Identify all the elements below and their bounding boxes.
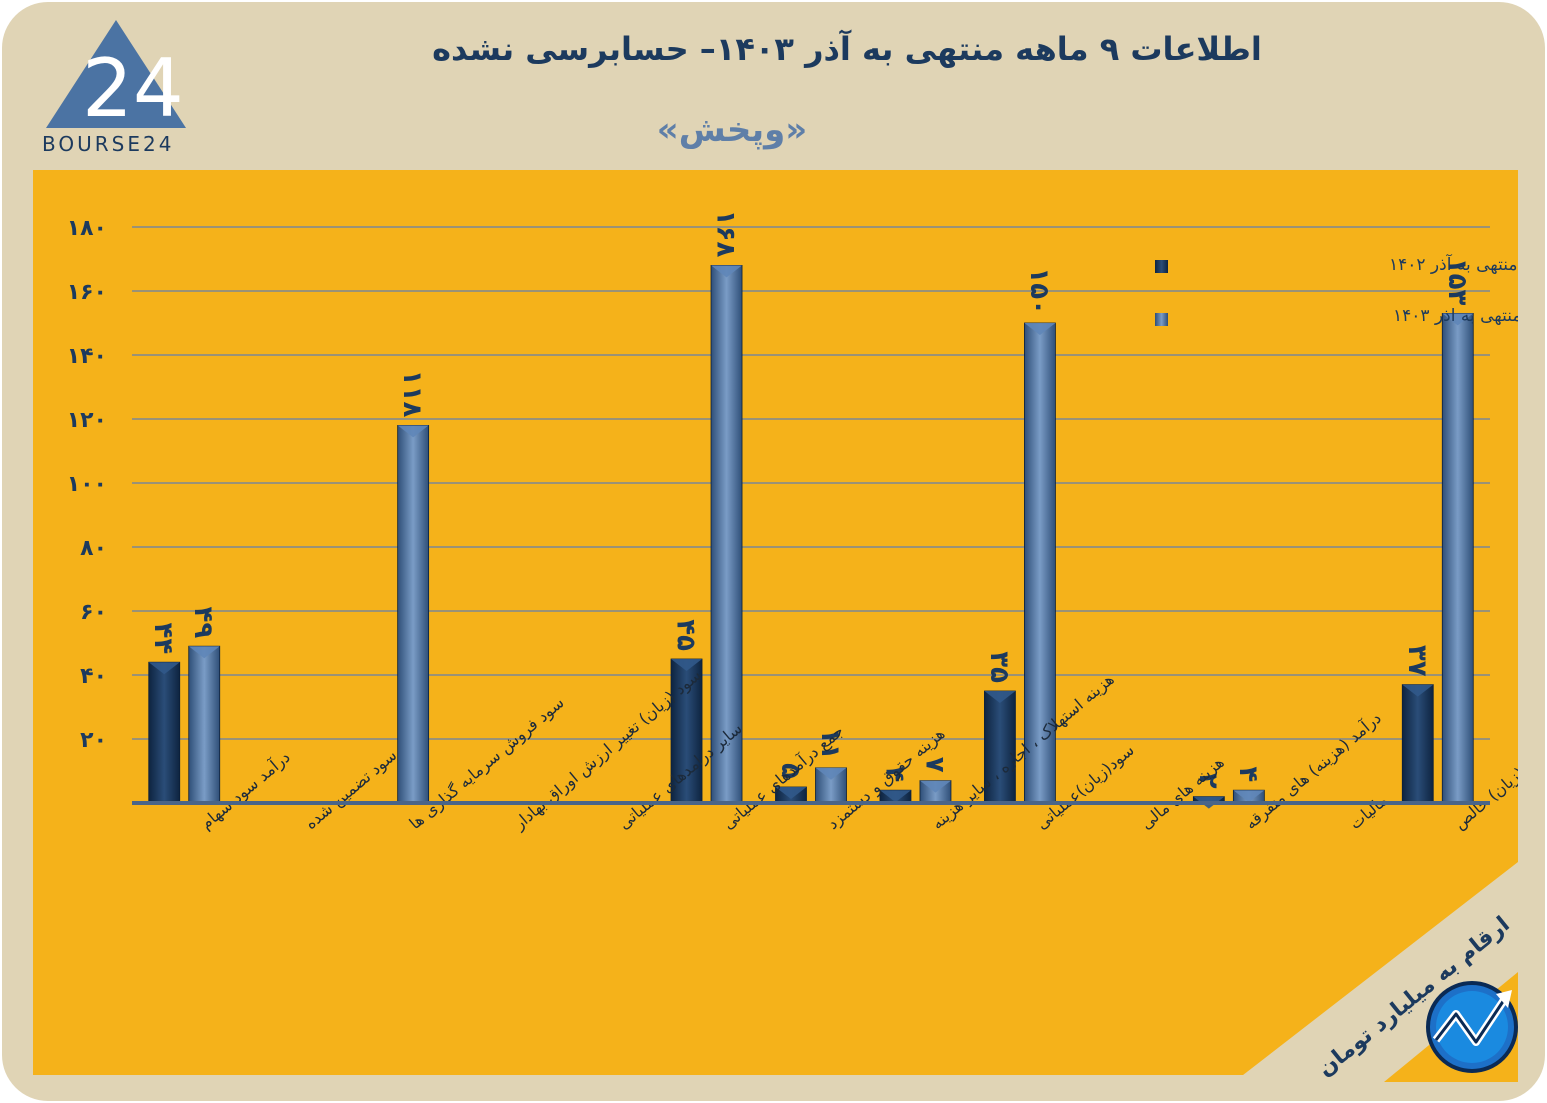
bar-cap xyxy=(919,780,951,793)
y-tick-label: ۴۰ xyxy=(80,664,107,689)
page-title: اطلاعات ۹ ماهه منتهی به آذر ۱۴۰۳– حسابرس… xyxy=(432,30,1262,68)
x-axis-labels: درآمد سود سهام سود تضمین شده سود فروش سرما… xyxy=(197,665,1518,834)
bar-1403 xyxy=(397,424,430,804)
chart-panel: ۲۰ ۴۰ ۶۰ ۸۰ ۱۰۰ ۱۲۰ ۱۴۰ ۱۶۰ ۱۸۰ ۴۴ ۴۹ ۱۱۸ ۴۵ ۱۶۸ ۵ ۱۱ ۴… xyxy=(33,170,1518,1075)
y-tick-label: ۶۰ xyxy=(80,600,107,625)
x-tick-label: هزینه استهلاک ، اجاره ، سایر هزینه xyxy=(928,669,1119,833)
x-tick-label: هزینه های مالی xyxy=(1137,752,1229,833)
logo-text: BOURSE24 xyxy=(42,132,175,156)
bar-cap xyxy=(148,662,180,675)
data-label: ۷ xyxy=(919,757,949,773)
bar-cap xyxy=(1442,313,1474,326)
data-label: ۳۷ xyxy=(1402,645,1432,677)
legend-label-1402: عملکرد منتهی به آذر ۱۴۰۲ xyxy=(1389,253,1518,275)
legend-swatch-1402 xyxy=(1155,260,1168,273)
y-tick-label: ۲۰ xyxy=(80,728,107,753)
y-axis-ticks: ۲۰ ۴۰ ۶۰ ۸۰ ۱۰۰ ۱۲۰ ۱۴۰ ۱۶۰ ۱۸۰ xyxy=(67,216,107,753)
y-tick-label: ۱۸۰ xyxy=(67,216,107,241)
x-tick-label: مالیات xyxy=(1346,791,1391,833)
legend: عملکرد منتهی به آذر ۱۴۰۲ عملکرد منتهی به… xyxy=(1155,253,1518,326)
bar-cap xyxy=(879,790,911,803)
data-label: ۱۶۸ xyxy=(711,210,741,258)
data-label: ۴۴ xyxy=(148,622,178,654)
data-label: ۴ xyxy=(879,766,909,782)
bar-cap xyxy=(711,265,743,278)
legend-swatch-1403 xyxy=(1155,313,1168,326)
data-label: ۴ xyxy=(1233,766,1263,782)
y-tick-label: ۱۲۰ xyxy=(67,408,107,433)
bourse24-logo: 24 xyxy=(46,20,186,135)
bar-cap xyxy=(815,767,847,780)
bar-cap xyxy=(671,659,703,671)
data-label: ۱۱۸ xyxy=(397,370,427,418)
y-tick-label: ۱۴۰ xyxy=(67,344,107,369)
y-tick-label: ۱۶۰ xyxy=(67,280,107,305)
data-label: ۴۹ xyxy=(188,606,218,638)
bar-1402 xyxy=(148,661,181,804)
bar-1403 xyxy=(188,645,221,804)
bars xyxy=(148,265,1474,809)
data-label: ۱۱ xyxy=(815,728,845,760)
x-tick-label: سود تضمین شده xyxy=(301,745,401,833)
bar-cap xyxy=(1024,323,1056,335)
legend-label-1403: عملکرد منتهی به اذر ۱۴۰۳ xyxy=(1393,306,1518,326)
y-tick-label: ۱۰۰ xyxy=(67,472,107,497)
bar-cap xyxy=(397,425,429,438)
bar-cap xyxy=(188,646,220,659)
trend-arrow-icon xyxy=(1426,981,1518,1073)
bar-1403 xyxy=(710,265,743,804)
bar-cap xyxy=(1233,790,1265,803)
bar-1402 xyxy=(984,690,1016,804)
data-label: ۲ xyxy=(1193,773,1223,789)
logo-mark: 24 xyxy=(82,42,184,135)
data-label: ۱۵۰ xyxy=(1024,267,1054,315)
y-tick-label: ۸۰ xyxy=(80,536,107,561)
bar-cap xyxy=(984,691,1016,703)
data-label: ۳۵ xyxy=(984,651,1014,683)
data-label: ۵ xyxy=(775,763,805,779)
data-label: ۴۵ xyxy=(671,619,701,651)
data-label: ۱۵۳ xyxy=(1442,258,1472,306)
bar-1403 xyxy=(1441,312,1474,804)
bar-1402 xyxy=(670,658,703,804)
grid-lines xyxy=(132,226,1490,740)
bar-cap xyxy=(775,787,807,799)
page-subtitle: «وپخش» xyxy=(656,110,808,150)
bar-cap xyxy=(1402,684,1434,697)
bar-1402 xyxy=(1401,684,1434,804)
bar-1403 xyxy=(1024,322,1056,804)
footnote-badge: ارقام به میلیارد تومان xyxy=(1234,862,1518,1082)
